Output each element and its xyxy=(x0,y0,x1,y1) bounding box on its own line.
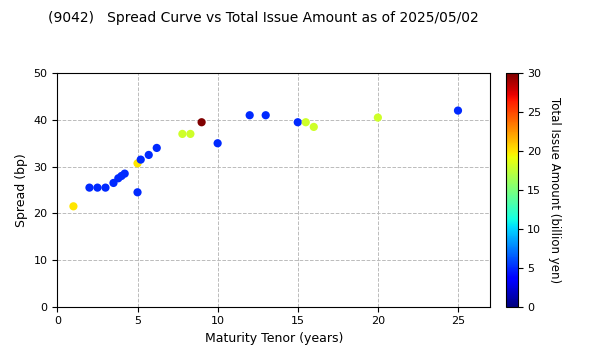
Point xyxy=(133,161,142,166)
Point xyxy=(373,115,383,121)
Point xyxy=(133,189,142,195)
Point xyxy=(68,203,78,209)
Text: (9042)   Spread Curve vs Total Issue Amount as of 2025/05/02: (9042) Spread Curve vs Total Issue Amoun… xyxy=(48,11,479,25)
Point xyxy=(136,157,146,162)
Point xyxy=(101,185,110,190)
Point xyxy=(185,131,195,137)
Point xyxy=(85,185,94,190)
Point xyxy=(197,120,206,125)
Y-axis label: Spread (bp): Spread (bp) xyxy=(15,153,28,227)
Point xyxy=(178,131,187,137)
Point xyxy=(293,120,302,125)
Point xyxy=(109,180,118,186)
Point xyxy=(309,124,319,130)
Point xyxy=(144,152,154,158)
Point xyxy=(261,112,271,118)
Point xyxy=(213,140,223,146)
Point xyxy=(113,175,123,181)
Point xyxy=(301,120,311,125)
X-axis label: Maturity Tenor (years): Maturity Tenor (years) xyxy=(205,332,343,345)
Point xyxy=(152,145,161,151)
Point xyxy=(92,185,102,190)
Point xyxy=(116,173,126,179)
Y-axis label: Total Issue Amount (billion yen): Total Issue Amount (billion yen) xyxy=(548,97,561,283)
Point xyxy=(453,108,463,113)
Point xyxy=(245,112,254,118)
Point xyxy=(120,171,130,176)
